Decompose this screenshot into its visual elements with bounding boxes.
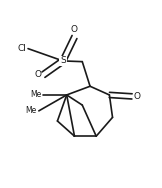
Text: O: O (134, 92, 141, 101)
Text: Me: Me (26, 106, 37, 115)
Text: O: O (35, 70, 42, 79)
Text: Cl: Cl (17, 44, 26, 53)
Text: Me: Me (30, 90, 42, 99)
Text: S: S (60, 56, 66, 65)
Text: O: O (71, 25, 78, 34)
